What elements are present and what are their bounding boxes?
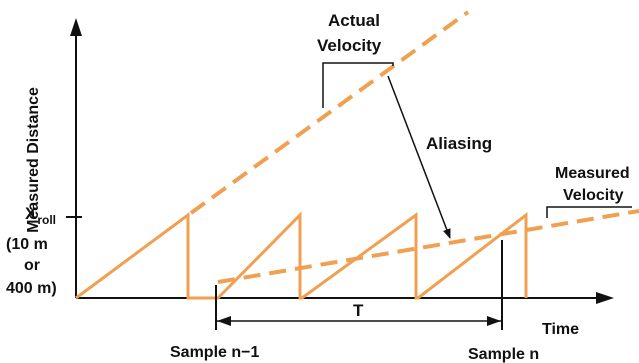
sawtooth-measured-distance xyxy=(75,211,528,300)
actual-velocity-label-line2: Velocity xyxy=(317,36,382,55)
period-arrow-right xyxy=(487,316,501,326)
measured-velocity-dashed-line xyxy=(217,209,639,284)
y-axis-label: Measured Distance xyxy=(25,87,42,233)
actual-velocity-dashed-line xyxy=(189,10,470,215)
xroll-note-line2: or xyxy=(24,257,40,274)
x-axis-label: Time xyxy=(542,321,579,338)
xroll-note-line3: 400 m) xyxy=(6,280,57,297)
xroll-main: X xyxy=(25,204,37,223)
sample-prev-label: Sample n−1 xyxy=(170,344,259,361)
y-axis-arrowhead xyxy=(70,18,82,36)
measured-velocity-label-line1: Measured xyxy=(555,165,630,182)
xroll-label: Xroll xyxy=(25,204,56,227)
measured-velocity-bracket xyxy=(546,206,632,218)
period-arrow-left xyxy=(217,316,231,326)
aliasing-label: Aliasing xyxy=(426,134,492,153)
actual-velocity-bracket xyxy=(322,62,394,108)
actual-velocity-label-line1: Actual xyxy=(328,11,380,30)
period-label: T xyxy=(353,301,364,320)
measured-velocity-label-line2: Velocity xyxy=(563,187,624,204)
xroll-note-line1: (10 m xyxy=(6,236,48,253)
aliasing-arrow xyxy=(387,75,451,239)
xroll-subscript: roll xyxy=(37,213,56,227)
x-axis-arrowhead xyxy=(596,292,614,304)
sample-n-label: Sample n xyxy=(468,346,539,363)
